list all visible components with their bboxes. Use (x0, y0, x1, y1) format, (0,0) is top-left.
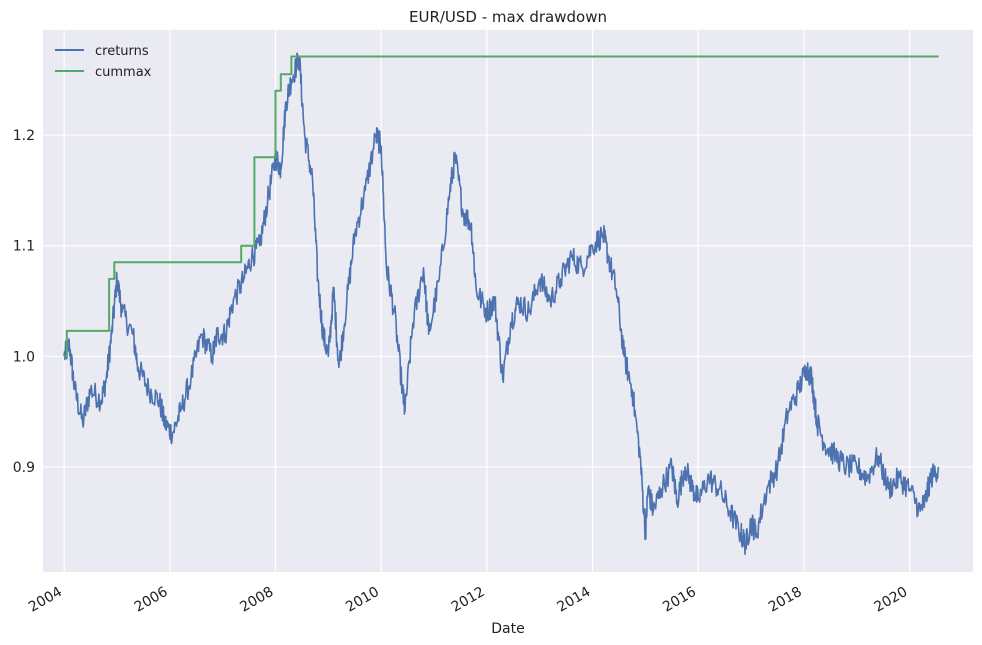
series-group (63, 52, 940, 555)
chart-title: EUR/USD - max drawdown (409, 8, 607, 26)
legend: creturns cummax (55, 44, 152, 80)
legend-label-cummax: cummax (95, 65, 152, 80)
y-tick-label: 1.2 (13, 128, 35, 144)
plot-area (43, 30, 973, 572)
y-axis-ticks: 0.9 1.0 1.1 1.2 (13, 128, 35, 476)
legend-label-creturns: creturns (95, 44, 149, 59)
y-tick-label: 1.1 (13, 239, 35, 255)
y-tick-label: 1.0 (13, 349, 35, 365)
series-line-creturns (63, 52, 940, 555)
series-line-cummax (64, 55, 939, 358)
y-tick-label: 0.9 (13, 460, 35, 476)
x-axis-label: Date (491, 621, 524, 637)
